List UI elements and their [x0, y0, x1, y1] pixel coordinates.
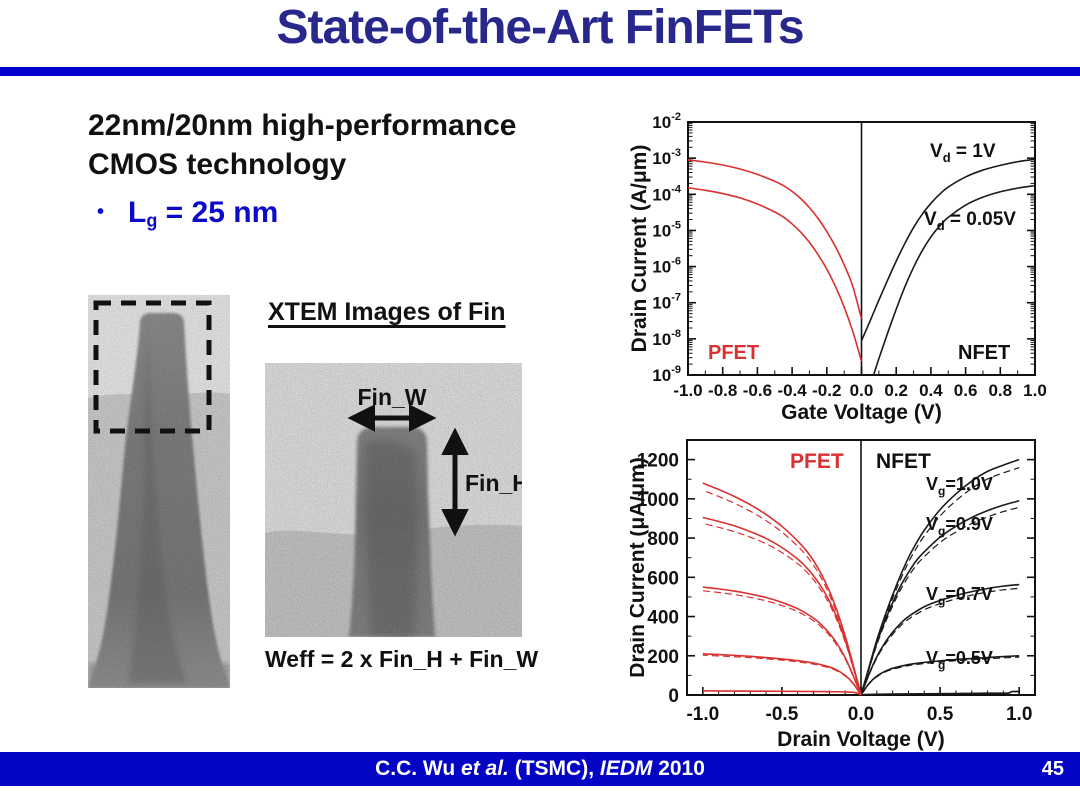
- chart-text: -0.5: [766, 704, 799, 725]
- chart-text: -0.6: [743, 381, 772, 400]
- chart-text: 200: [647, 647, 679, 668]
- chart-text: 0: [668, 686, 679, 707]
- series-model-overlay: [860, 467, 1020, 696]
- bullet-icon: •: [97, 201, 105, 223]
- chart-text: 1.0: [1023, 381, 1047, 400]
- effective-width-formula: Weff = 2 x Fin_H + Fin_W: [265, 646, 539, 672]
- series-model-overlay: [702, 654, 862, 696]
- gate-length-value: Lg = 25 nm: [128, 196, 279, 231]
- y-tick-label: 10-2: [652, 111, 681, 132]
- chart-annotation: Vd = 0.05V: [924, 209, 1016, 233]
- series-pfet-vg-0-7v: [702, 586, 862, 696]
- chart-text: -1.0: [673, 381, 702, 400]
- chart-text: 1000: [637, 490, 679, 511]
- y-tick-label: 10-9: [652, 364, 681, 385]
- chart-text: 0.0: [850, 381, 874, 400]
- chart-text: Gate Voltage (V): [781, 401, 942, 424]
- chart-text: 0.4: [919, 381, 943, 400]
- series-model-overlay: [860, 690, 1020, 696]
- page-title: State-of-the-Art FinFETs: [276, 1, 804, 54]
- transfer-characteristics-svg: -1.0 -0.8 -0.6 -0.4 -0.2 0.0 0.2 0.4 0.6 0.8 1.0 10…: [628, 111, 1047, 424]
- chart-annotation: NFET: [958, 342, 1010, 364]
- series-nfet-vg-0-7v: [860, 583, 1020, 696]
- series-model-overlay: [702, 522, 862, 696]
- chart-text: 0.6: [954, 381, 978, 400]
- intro-line-2: CMOS technology: [88, 148, 347, 181]
- chart-text: 800: [647, 529, 679, 550]
- chart-annotation: Vg=0.7V: [926, 584, 993, 608]
- series-nfet-vg-1-0v: [860, 458, 1020, 696]
- fin-height-label: Fin_H: [465, 470, 522, 496]
- chart-text: -1.0: [686, 704, 719, 725]
- fin-core-shading: [128, 335, 188, 683]
- series-pfet-vd-0-05v: [687, 186, 863, 362]
- output-characteristics-chart: -1.0 -0.5 0.0 0.5 1.0 0 200 400 600 800 1000 1200 PF…: [626, 424, 1080, 759]
- series-model-overlay: [702, 690, 862, 696]
- slide-number: 45: [1041, 757, 1064, 780]
- chart-annotation: NFET: [876, 450, 931, 473]
- series-model-overlay: [860, 656, 1020, 696]
- y-tick-label: 10-3: [652, 147, 681, 168]
- chart-annotation: PFET: [790, 450, 844, 473]
- chart-text: 0.8: [988, 381, 1012, 400]
- chart-text: 1200: [637, 451, 679, 472]
- xtem-heading: XTEM Images of Fin: [268, 298, 506, 326]
- series-pfet-vg-1-0v: [702, 482, 862, 696]
- chart-text: 0.5: [927, 704, 954, 725]
- fin-profile: [88, 313, 230, 688]
- intro-line-1: 22nm/20nm high-performance: [88, 109, 517, 142]
- chart-annotation: Vg=0.5V: [926, 648, 993, 672]
- footer-bar: C.C. Wu et al. (TSMC), IEDM 2010: [0, 752, 1080, 786]
- y-axis-label: Drain Current (A/μm): [630, 145, 651, 353]
- chart-text: 600: [647, 568, 679, 589]
- citation: C.C. Wu et al. (TSMC), IEDM 2010: [375, 757, 705, 780]
- chart-text: -0.4: [777, 381, 807, 400]
- chart-text: 0.0: [848, 704, 874, 725]
- series-pfet-vd-1v: [687, 159, 863, 320]
- y-tick-label: 10-5: [652, 219, 681, 240]
- zoom-region-dashed-box: [93, 300, 212, 434]
- intro-text: 22nm/20nm high-performance CMOS technolo…: [88, 106, 516, 184]
- series-pfet-vg-0-9v: [702, 516, 862, 696]
- xtem-full-fin-image: [88, 295, 230, 688]
- tem-micrograph: [88, 295, 230, 688]
- series-nfet-vd-0-05v: [872, 184, 1036, 376]
- chart-text: Drain Voltage (V): [777, 728, 945, 751]
- chart-annotation: PFET: [708, 342, 759, 364]
- fin-width-label: Fin_W: [358, 384, 427, 410]
- series-model-overlay: [860, 506, 1020, 696]
- chart-annotation: Vd = 1V: [930, 141, 996, 165]
- fin-core-shading: [365, 440, 417, 637]
- series-model-overlay: [860, 587, 1020, 696]
- chart-annotation: Vg=0.9V: [926, 514, 993, 538]
- transfer-characteristics-chart: -1.0 -0.8 -0.6 -0.4 -0.2 0.0 0.2 0.4 0.6 0.8 1.0 10…: [628, 95, 1080, 430]
- tem-micrograph: [265, 363, 522, 637]
- chart-text: -0.2: [812, 381, 841, 400]
- series-nfet-vg-0-9v: [860, 500, 1020, 696]
- chart-annotation: Vg=1.0V: [926, 474, 993, 498]
- series-model-overlay: [702, 489, 862, 696]
- y-tick-label: 10-6: [652, 256, 681, 277]
- xtem-fin-zoom-image: Fin_W Fin_H: [265, 363, 522, 637]
- y-axis-label: Drain Current (μA/μm): [630, 457, 649, 678]
- y-tick-label: 10-7: [652, 292, 681, 313]
- output-characteristics-svg: -1.0 -0.5 0.0 0.5 1.0 0 200 400 600 800 1000 1200 PF…: [626, 439, 1036, 751]
- y-tick-label: 10-8: [652, 328, 681, 349]
- y-tick-label: 10-4: [652, 183, 682, 204]
- gate-length-bullet: • Lg = 25 nm: [97, 196, 278, 232]
- chart-text: 400: [647, 608, 679, 629]
- title-divider: [0, 67, 1080, 76]
- chart-text: 0.2: [884, 381, 908, 400]
- chart-text: 1.0: [1006, 704, 1032, 725]
- series-nfet-vd-1v: [860, 158, 1036, 341]
- chart-text: -0.8: [708, 381, 737, 400]
